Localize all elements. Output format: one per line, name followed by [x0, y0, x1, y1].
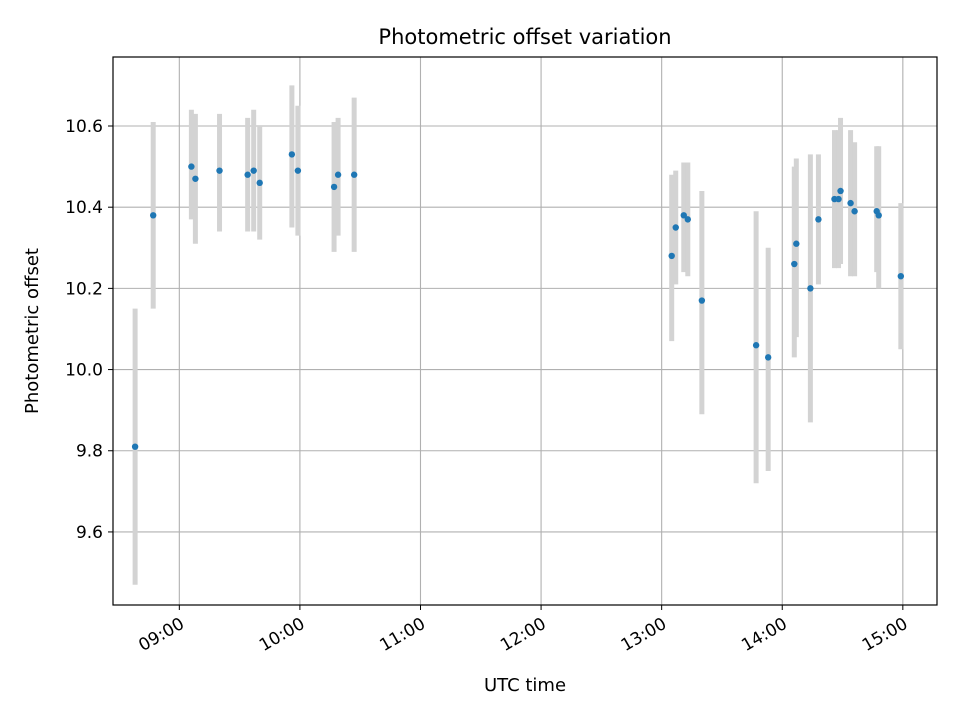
y-tick-label: 10.2 — [65, 279, 103, 299]
data-point — [216, 167, 223, 174]
data-point — [793, 240, 800, 247]
data-point — [188, 163, 195, 170]
data-point — [350, 171, 358, 178]
data-point — [668, 252, 675, 260]
data-point — [807, 285, 814, 292]
data-point — [684, 216, 691, 223]
data-point — [851, 208, 858, 215]
data-point — [330, 183, 338, 191]
data-point — [815, 216, 822, 223]
chart-title: Photometric offset variation — [378, 25, 671, 49]
data-point — [294, 167, 302, 174]
data-point — [835, 195, 842, 203]
data-point — [897, 273, 905, 280]
data-point — [680, 212, 687, 219]
y-tick-label: 10.6 — [65, 117, 103, 137]
y-tick-label: 9.6 — [76, 523, 103, 543]
data-point — [250, 167, 257, 174]
data-point — [334, 171, 342, 178]
data-point — [875, 212, 882, 219]
grid-lines — [113, 57, 937, 605]
data-point — [847, 199, 854, 207]
data-point — [791, 260, 798, 268]
data-point — [698, 297, 706, 304]
y-tick-label: 10.4 — [65, 198, 103, 218]
data-point — [256, 179, 263, 187]
data-point — [752, 342, 760, 349]
data-point — [131, 443, 139, 450]
y-tick-label: 10.0 — [65, 361, 103, 381]
x-axis-title: UTC time — [484, 675, 566, 696]
data-point — [244, 171, 251, 178]
plot-frame — [112, 56, 938, 606]
y-axis-title: Photometric offset — [22, 248, 43, 414]
data-points — [131, 151, 905, 450]
data-point — [192, 175, 199, 182]
data-point — [837, 187, 844, 195]
data-point — [764, 354, 772, 361]
data-point — [672, 224, 679, 231]
y-axis-ticks: 9.6 9.8 10.0 10.2 10.4 10.6 — [65, 117, 113, 543]
data-point — [288, 151, 296, 158]
y-tick-label: 9.8 — [76, 442, 103, 462]
data-point — [149, 212, 157, 219]
